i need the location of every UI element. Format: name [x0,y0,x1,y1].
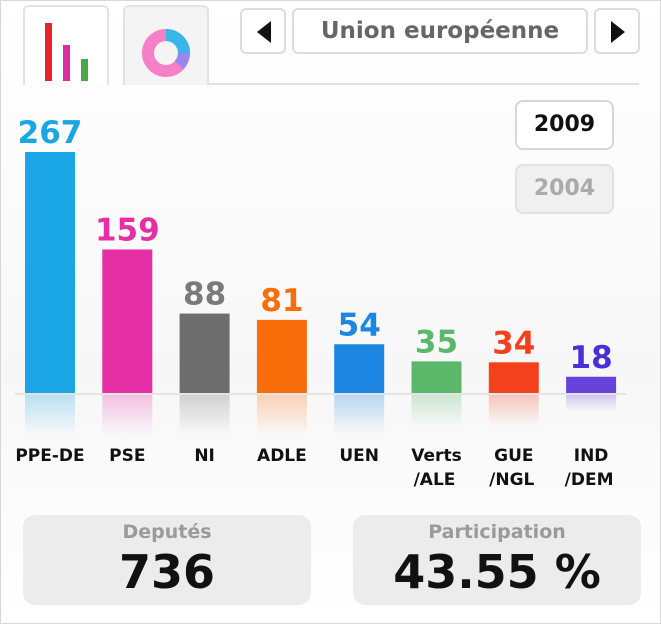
arrow-left-icon [257,21,271,43]
bar-pse[interactable] [102,249,153,393]
bar-ind-dem[interactable] [566,376,617,393]
bar-gue-ngl[interactable] [488,362,539,393]
bar-uen[interactable] [334,344,385,393]
bar-reflection [102,395,153,435]
bar-reflection [256,395,307,435]
data-label: 159 [95,212,160,248]
bar-reflection [25,395,75,435]
previous-region-button[interactable] [240,8,286,54]
pie-chart-icon [142,29,190,77]
category-label: Verts [411,446,461,466]
bar-reflection [566,395,617,412]
bar-adle[interactable] [256,319,307,393]
data-label: 18 [570,340,613,376]
category-label: PSE [109,446,145,466]
data-label: 88 [183,277,226,313]
bar-verts-ale[interactable] [411,361,462,393]
data-label: 81 [260,283,303,319]
year-button-2004[interactable]: 2004 [515,164,614,214]
category-label: IND [574,446,609,466]
bar-reflection [179,395,230,435]
tab-pie-chart[interactable] [123,5,209,85]
bar-ppe-de[interactable] [25,152,75,393]
participation-stat: Participation 43.55 % [353,515,641,605]
category-label: /ALE [414,470,456,490]
bar-ni[interactable] [179,313,230,393]
category-label: UEN [339,446,379,466]
seats-bar-chart: 267 PPE-DE 159 PSE 88 NI 81 ADLE 54 UEN 35 Verts/AL… [15,115,626,490]
category-label: /DEM [565,470,614,490]
region-selector[interactable]: Union européenne [292,8,588,54]
data-label: 54 [338,307,381,343]
year-button-2009[interactable]: 2009 [515,100,614,150]
participation-label: Participation [428,521,566,543]
category-label: ADLE [257,446,307,466]
data-label: 267 [18,115,83,151]
bar-reflection [488,395,539,426]
next-region-button[interactable] [594,8,640,54]
bar-reflection [411,395,462,427]
participation-value: 43.55 % [393,545,601,599]
data-label: 35 [415,324,458,360]
data-label: 34 [492,325,535,361]
deputes-label: Deputés [122,521,212,543]
deputes-stat: Deputés 736 [23,515,311,605]
category-label: PPE-DE [15,446,84,466]
bar-reflection [334,395,385,435]
category-label: GUE [494,446,533,466]
arrow-right-icon [611,21,625,43]
tab-underline [209,83,639,85]
category-label: NI [194,446,215,466]
category-label: /NGL [489,470,534,490]
deputes-value: 736 [118,545,216,599]
tab-bar-chart[interactable] [23,5,109,85]
bar-chart-icon [45,23,88,81]
